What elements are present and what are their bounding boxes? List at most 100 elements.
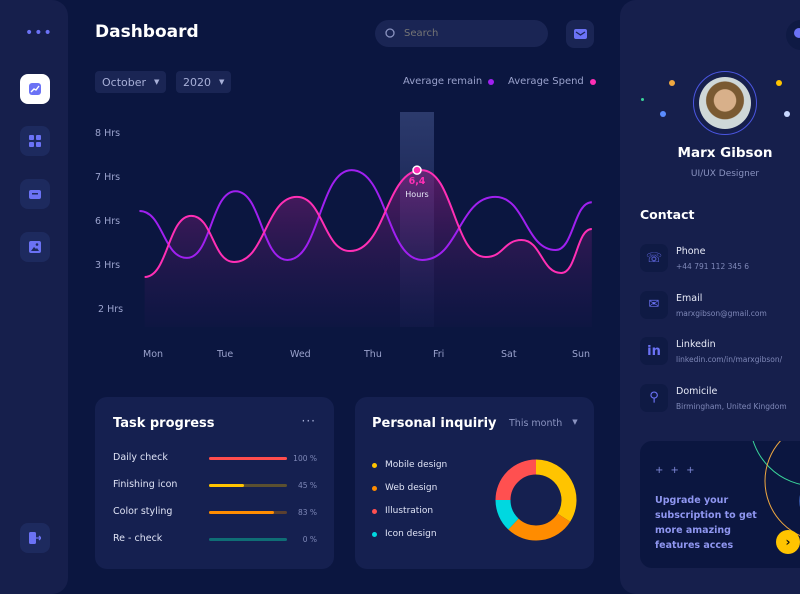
legend-dot bbox=[372, 531, 377, 537]
donut-slice-icon-design bbox=[495, 499, 519, 530]
personal-inquiry-card: Personal inquiriy This month ▼ Mobile des… bbox=[355, 397, 594, 569]
task-progress-bar bbox=[209, 457, 287, 460]
profile-name: Marx Gibson bbox=[677, 145, 773, 161]
box-icon bbox=[29, 190, 41, 199]
image-icon bbox=[29, 241, 41, 253]
contact-value[interactable]: Birmingham, United Kingdom bbox=[676, 401, 787, 411]
logout-icon bbox=[29, 532, 41, 544]
decor-dot bbox=[784, 111, 790, 117]
logout-button[interactable] bbox=[20, 523, 50, 553]
task-progress-bar bbox=[209, 538, 287, 541]
contact-label: Phone bbox=[676, 246, 706, 257]
legend-dot bbox=[372, 462, 377, 468]
task-label: Color styling bbox=[113, 506, 173, 517]
decor-dot bbox=[641, 98, 644, 101]
legend-label: Illustration bbox=[385, 506, 434, 516]
upgrade-card: + + + Upgrade your subscription to get m… bbox=[640, 441, 800, 568]
contact-value[interactable]: linkedin.com/in/marxgibson/ bbox=[676, 355, 783, 364]
chart-icon bbox=[29, 83, 41, 95]
task-label: Re - check bbox=[113, 533, 163, 544]
contact-title: Contact bbox=[640, 207, 695, 222]
notification-button[interactable] bbox=[786, 20, 800, 50]
year-value: 2020 bbox=[183, 75, 211, 89]
x-tick-label: Mon bbox=[143, 349, 164, 360]
task-label: Daily check bbox=[113, 452, 168, 463]
task-percent: 83 % bbox=[297, 508, 317, 517]
linkedin-icon: in bbox=[640, 337, 668, 365]
sidebar-item-box[interactable] bbox=[20, 179, 50, 209]
x-tick-label: Fri bbox=[433, 349, 445, 360]
search-input[interactable] bbox=[404, 28, 524, 39]
donut-slice-web-design bbox=[508, 513, 571, 541]
x-tick-label: Sun bbox=[572, 349, 591, 360]
sidebar-item-gallery[interactable] bbox=[20, 232, 50, 262]
task-progress-fill bbox=[209, 484, 245, 487]
grid-icon bbox=[29, 135, 41, 147]
avatar[interactable] bbox=[693, 71, 757, 135]
profile-panel: Marx Gibson UI/UX Designer Contact ☏ Phon… bbox=[620, 0, 800, 594]
legend-label: Average remain bbox=[403, 76, 483, 87]
donut-slice-illustration bbox=[495, 459, 537, 501]
sidebar: ••• bbox=[0, 0, 68, 594]
profile-role: UI/UX Designer bbox=[690, 169, 760, 179]
contact-label: Email bbox=[676, 292, 703, 304]
y-tick-label: 6 Hrs bbox=[95, 216, 121, 227]
sidebar-item-grid[interactable] bbox=[20, 126, 50, 156]
mail-icon bbox=[573, 29, 587, 39]
legend-label: Average Spend bbox=[508, 76, 584, 87]
decor-dot bbox=[669, 80, 675, 86]
y-tick-label: 8 Hrs bbox=[95, 128, 121, 139]
page-title: Dashboard bbox=[95, 22, 199, 42]
tooltip-unit: Hours bbox=[405, 190, 429, 199]
year-dropdown[interactable]: 2020 ▼ bbox=[176, 71, 232, 93]
bell-icon bbox=[794, 28, 800, 38]
contact-label: Linkedin bbox=[676, 339, 716, 350]
period-dropdown[interactable]: This month ▼ bbox=[509, 418, 578, 429]
y-tick-label: 3 Hrs bbox=[95, 260, 121, 271]
contact-label: Domicile bbox=[676, 385, 718, 397]
location-pin-icon: ⚲ bbox=[640, 383, 668, 412]
task-percent: 0 % bbox=[302, 535, 317, 544]
task-progress-fill bbox=[209, 511, 274, 514]
legend-average-remain: Average remain bbox=[403, 76, 495, 87]
x-tick-label: Wed bbox=[290, 349, 311, 360]
task-percent: 100 % bbox=[293, 454, 317, 463]
inquiry-legend-item: Web design bbox=[372, 483, 437, 493]
legend-average-spend: Average Spend bbox=[508, 76, 596, 87]
y-tick-label: 7 Hrs bbox=[95, 172, 121, 183]
x-tick-label: Tue bbox=[217, 349, 234, 360]
card-title: Task progress bbox=[113, 416, 215, 431]
month-value: October bbox=[102, 75, 147, 89]
area-average-spend bbox=[144, 170, 592, 327]
contact-value[interactable]: marxgibson@gmail.com bbox=[676, 308, 767, 318]
decor-dot bbox=[660, 111, 666, 117]
y-tick-label: 2 Hrs bbox=[98, 304, 124, 315]
legend-dot bbox=[372, 508, 377, 514]
contact-value[interactable]: +44 791 112 345 6 bbox=[676, 262, 750, 271]
legend-label: Mobile design bbox=[385, 460, 448, 470]
phone-icon: ☏ bbox=[640, 244, 668, 272]
sidebar-item-dashboard[interactable] bbox=[20, 74, 50, 104]
month-dropdown[interactable]: October ▼ bbox=[95, 71, 167, 93]
email-icon: ✉ bbox=[640, 290, 668, 319]
search-bar[interactable] bbox=[375, 20, 548, 47]
inquiry-legend-item: Icon design bbox=[372, 529, 437, 539]
more-options-icon[interactable]: ··· bbox=[301, 414, 316, 428]
card-title: Personal inquiriy bbox=[372, 416, 497, 431]
highlight-point[interactable] bbox=[412, 165, 422, 175]
task-progress-bar bbox=[209, 484, 287, 487]
legend-label: Icon design bbox=[385, 529, 437, 539]
decor-dot bbox=[776, 80, 782, 86]
caret-down-icon: ▼ bbox=[154, 78, 160, 86]
mail-button[interactable] bbox=[566, 20, 594, 48]
period-value: This month bbox=[509, 418, 563, 429]
legend-dot bbox=[589, 78, 596, 85]
x-tick-label: Sat bbox=[501, 349, 517, 360]
decor-arcs bbox=[752, 441, 800, 537]
donut-chart bbox=[495, 459, 577, 541]
caret-down-icon: ▼ bbox=[572, 418, 578, 426]
tooltip-value: 6,4 bbox=[408, 176, 426, 187]
task-progress-bar bbox=[209, 511, 287, 514]
legend-dot bbox=[372, 485, 377, 491]
upgrade-arrow-button[interactable]: › bbox=[776, 530, 800, 554]
